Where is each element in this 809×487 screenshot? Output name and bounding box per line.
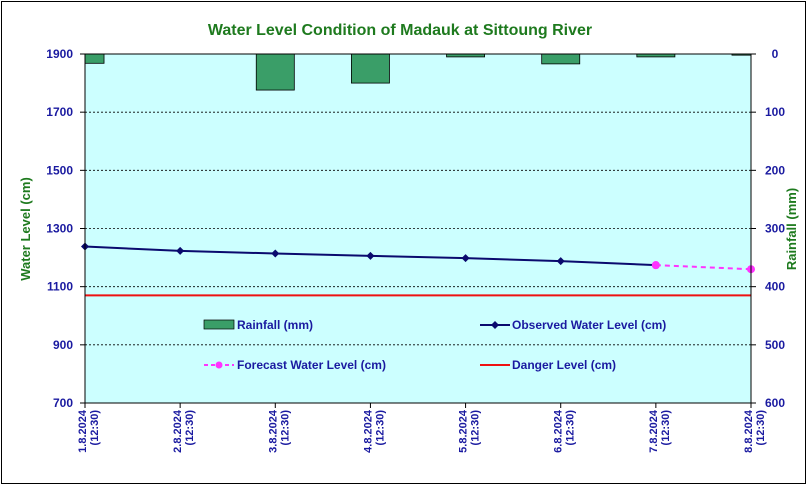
x-tick-label: 3.8.2024 xyxy=(267,409,279,453)
chart-title: Water Level Condition of Madauk at Sitto… xyxy=(208,22,592,39)
rainfall-bar xyxy=(255,53,295,91)
observed-point xyxy=(366,251,375,260)
legend-label-rainfall: Rainfall (mm) xyxy=(237,318,313,332)
x-tick-label-time: (12:30) xyxy=(374,410,386,446)
y-tick-label: 1900 xyxy=(46,47,73,61)
y2-tick-label: 100 xyxy=(765,105,785,119)
forecast-point xyxy=(651,261,660,270)
y-tick-label: 700 xyxy=(53,396,73,410)
y-tick-label: 1700 xyxy=(46,105,73,119)
line-series xyxy=(81,242,755,297)
legend-label-danger: Danger Level (cm) xyxy=(512,358,616,372)
x-tick-label: 5.8.2024 xyxy=(458,409,470,453)
legend-label-observed: Observed Water Level (cm) xyxy=(512,318,666,332)
rainfall-bars xyxy=(84,53,752,91)
x-tick-label: 7.8.2024 xyxy=(648,409,660,453)
y2-tick-label: 0 xyxy=(772,47,779,61)
forecast-water-level-line xyxy=(655,264,752,271)
x-tick-label-time: (12:30) xyxy=(279,410,291,446)
x-tick-label: 2.8.2024 xyxy=(172,409,184,453)
x-tick-label-time: (12:30) xyxy=(470,410,482,446)
y2-axis-title: Rainfall (mm) xyxy=(784,188,799,270)
y-axis-title: Water Level (cm) xyxy=(18,177,33,281)
x-tick-label: 8.8.2024 xyxy=(743,409,755,453)
y-tick-label: 1500 xyxy=(46,163,73,177)
x-tick-label-time: (12:30) xyxy=(565,410,577,446)
observed-point xyxy=(461,254,470,263)
y2-tick-label: 400 xyxy=(765,280,785,294)
y-tick-label: 900 xyxy=(53,338,73,352)
y2-tick-label: 200 xyxy=(765,163,785,177)
x-tick-label: 1.8.2024 xyxy=(77,409,89,453)
x-tick-label: 4.8.2024 xyxy=(362,409,374,453)
legend-label-forecast: Forecast Water Level (cm) xyxy=(237,358,386,372)
y-tick-label: 1100 xyxy=(47,280,73,294)
axis-ticks: 700 900 1100 1300 1500 1700 1900 0 100 200 300 400 5… xyxy=(46,47,785,453)
rainfall-bar xyxy=(84,53,105,64)
x-tick-label: 6.8.2024 xyxy=(553,409,565,453)
y-tick-label: 1300 xyxy=(46,222,73,236)
observed-point xyxy=(271,249,280,258)
legend-marker-observed xyxy=(491,321,499,329)
y2-tick-label: 600 xyxy=(765,396,785,410)
y2-tick-label: 300 xyxy=(765,222,785,236)
observed-point xyxy=(556,257,565,266)
legend: Rainfall (mm) Observed Water Level (cm) … xyxy=(203,318,666,372)
x-tick-label-time: (12:30) xyxy=(755,410,767,446)
observed-point xyxy=(176,246,185,255)
x-tick-label-time: (12:30) xyxy=(660,410,672,446)
rainfall-bar xyxy=(541,53,581,65)
legend-marker-forecast xyxy=(215,361,223,369)
y2-tick-label: 500 xyxy=(765,338,785,352)
x-tick-label-time: (12:30) xyxy=(89,410,101,446)
rainfall-bar xyxy=(350,53,390,84)
legend-swatch-rainfall xyxy=(203,319,235,330)
x-tick-label-time: (12:30) xyxy=(184,410,196,446)
gridlines xyxy=(85,111,751,346)
